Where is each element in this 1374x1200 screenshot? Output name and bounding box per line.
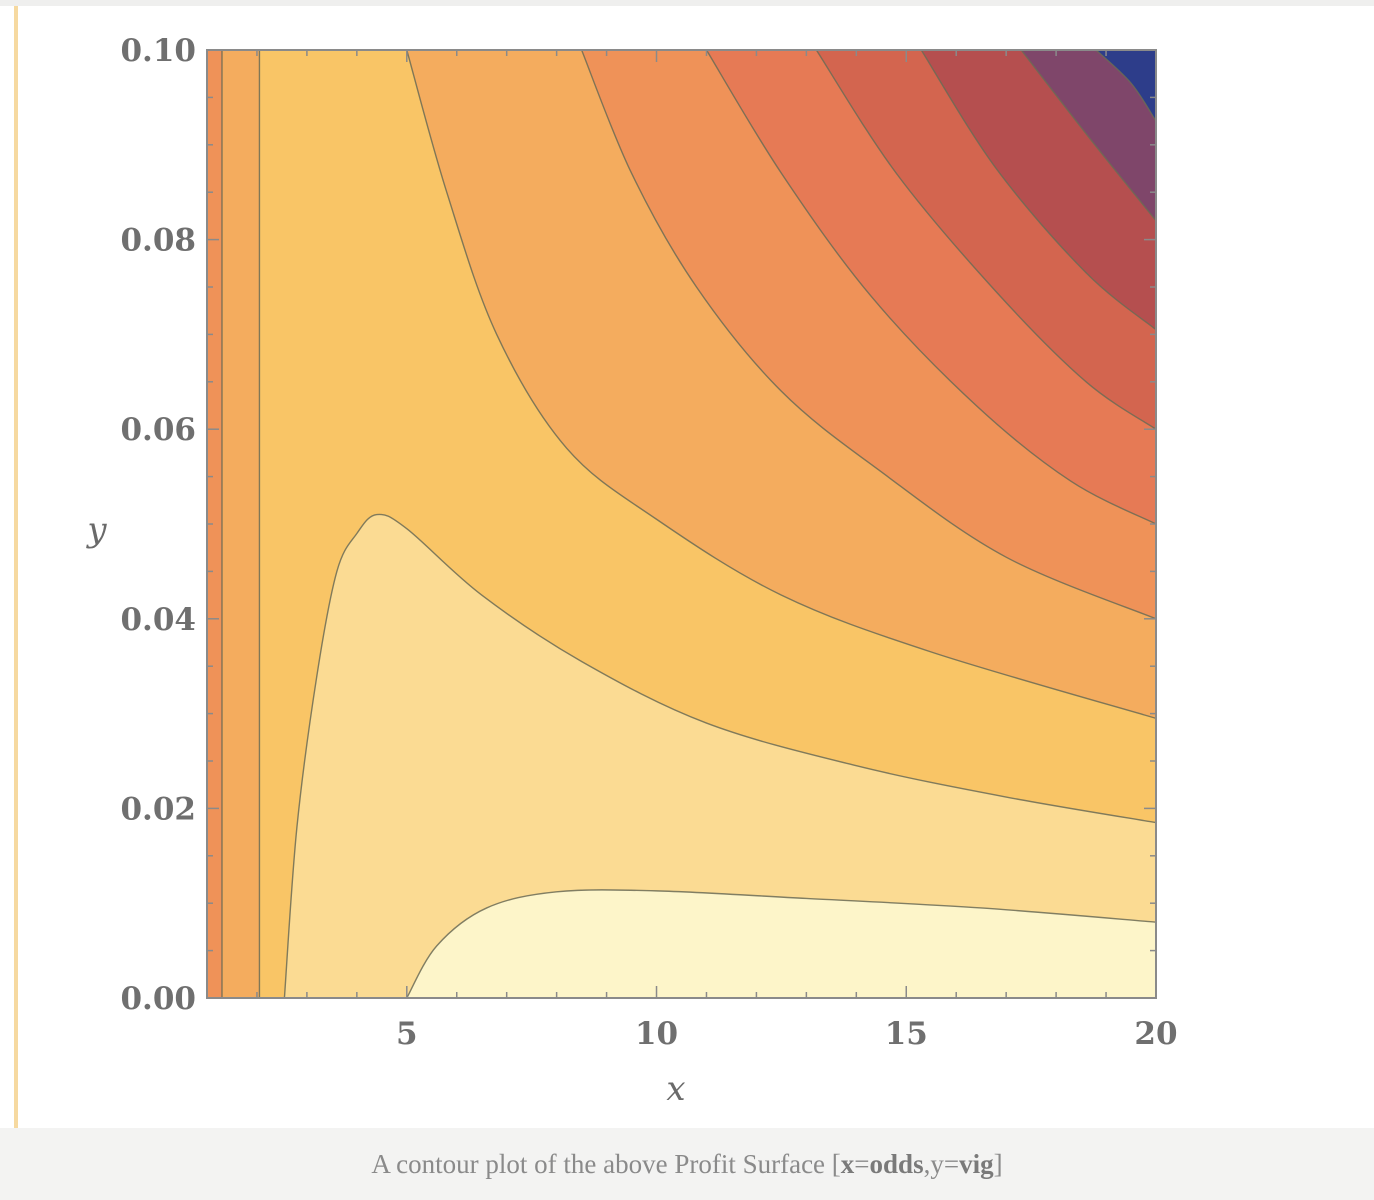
x-axis-label: x <box>666 1069 685 1109</box>
x-tick-label: 10 <box>635 1016 678 1052</box>
tick-labels: 0.00 0.02 0.04 0.06 0.08 0.10 5 10 15 20 <box>120 33 1177 1052</box>
x-tick-label: 15 <box>885 1016 928 1052</box>
y-tick-label: 0.08 <box>120 223 196 259</box>
caption-y-key: y <box>930 1148 944 1179</box>
figure-caption: A contour plot of the above Profit Surfa… <box>0 1128 1374 1200</box>
caption-x-eq: = <box>854 1148 870 1179</box>
caption-x-value: odds <box>869 1148 924 1179</box>
x-tick-label: 5 <box>396 1016 418 1052</box>
contour-line-9 <box>920 50 1156 331</box>
caption-sep: , <box>923 1148 931 1179</box>
y-tick-label: 0.06 <box>120 412 196 448</box>
y-tick-label: 0.00 <box>120 981 196 1017</box>
contour-band-11 <box>1096 50 1156 122</box>
contour-line-10 <box>1020 50 1156 222</box>
y-tick-label: 0.04 <box>120 602 196 638</box>
caption-suffix: ] <box>993 1148 1003 1179</box>
y-axis-label: y <box>85 510 107 550</box>
y-tick-label: 0.02 <box>120 791 196 827</box>
contour-line-8 <box>815 50 1156 430</box>
caption-y-eq: = <box>943 1148 960 1179</box>
top-strip <box>0 0 1374 6</box>
caption-x-key: x <box>840 1148 855 1179</box>
contour-line-6 <box>580 50 1156 620</box>
caption-y-value: vig <box>959 1148 994 1179</box>
figure-card: 0.00 0.02 0.04 0.06 0.08 0.10 5 10 15 20 y x <box>0 6 1374 1128</box>
contour-line-7 <box>705 50 1156 525</box>
axis-ticks <box>206 49 1157 999</box>
contour-bands <box>207 50 1156 998</box>
contour-plot: 0.00 0.02 0.04 0.06 0.08 0.10 5 10 15 20 y x <box>85 33 1177 1109</box>
contour-line-1 <box>406 889 1156 998</box>
contour-line-5 <box>406 50 1156 720</box>
y-tick-label: 0.10 <box>120 33 196 69</box>
contour-lines <box>221 50 1156 998</box>
contour-line-2 <box>283 513 1156 998</box>
contour-line-11 <box>1095 50 1156 122</box>
caption-prefix: A contour plot of the above Profit Surfa… <box>371 1148 841 1179</box>
x-tick-label: 20 <box>1134 1016 1177 1052</box>
accent-bar <box>14 6 18 1128</box>
